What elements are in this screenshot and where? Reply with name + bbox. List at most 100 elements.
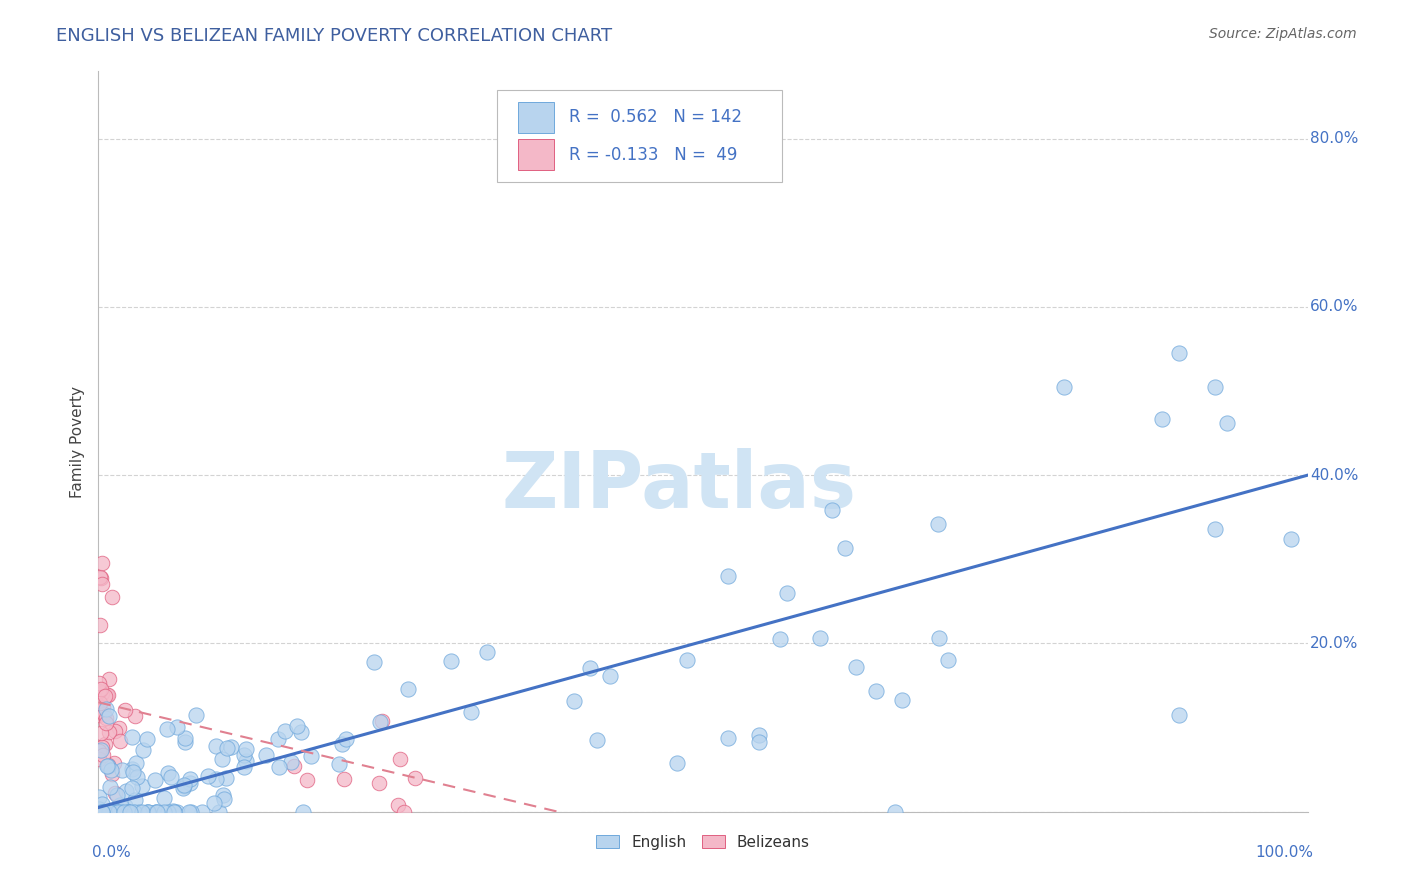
Point: [108, 797, 131, 812]
Point: [90, 805, 112, 819]
Point: [184, 708, 207, 723]
Point: [104, 724, 127, 739]
Point: [1204, 522, 1226, 536]
Point: [94, 711, 117, 725]
Point: [163, 805, 186, 819]
Point: [368, 715, 391, 730]
Point: [156, 723, 179, 737]
Point: [292, 805, 315, 819]
Point: [91, 577, 114, 591]
Point: [90, 706, 112, 721]
Point: [166, 805, 188, 819]
Point: [94, 702, 117, 716]
FancyBboxPatch shape: [517, 102, 554, 133]
Point: [97, 758, 120, 772]
Point: [299, 748, 322, 763]
Point: [177, 805, 200, 819]
Point: [769, 632, 792, 647]
Point: [890, 693, 912, 707]
Point: [388, 752, 411, 766]
Point: [90, 743, 112, 757]
Text: Source: ZipAtlas.com: Source: ZipAtlas.com: [1209, 27, 1357, 41]
Point: [396, 682, 419, 697]
Point: [1168, 346, 1191, 360]
Point: [173, 779, 195, 793]
Text: 100.0%: 100.0%: [1256, 845, 1313, 860]
Point: [208, 805, 231, 819]
Point: [1279, 532, 1302, 546]
Point: [90, 805, 112, 819]
Point: [90, 725, 112, 739]
Point: [748, 735, 770, 749]
Point: [666, 756, 689, 770]
Point: [136, 805, 159, 819]
Point: [108, 734, 131, 748]
Point: [87, 707, 110, 722]
FancyBboxPatch shape: [498, 90, 782, 183]
Point: [202, 797, 225, 811]
Point: [387, 797, 409, 812]
Point: [117, 805, 139, 819]
Point: [371, 714, 394, 729]
Point: [107, 805, 129, 819]
Point: [267, 731, 290, 746]
Point: [172, 781, 194, 796]
Point: [153, 791, 176, 805]
Point: [221, 739, 243, 754]
Point: [132, 743, 155, 757]
Point: [460, 706, 482, 720]
Point: [107, 803, 129, 817]
Point: [101, 590, 124, 604]
Point: [153, 805, 176, 819]
Point: [173, 779, 195, 793]
Point: [173, 731, 195, 745]
Point: [197, 769, 219, 783]
Point: [87, 752, 110, 766]
Point: [125, 770, 148, 784]
Point: [562, 694, 585, 708]
Point: [91, 805, 114, 819]
Point: [884, 805, 907, 819]
Point: [162, 804, 184, 818]
Point: [90, 681, 112, 696]
Point: [94, 805, 117, 819]
Point: [117, 805, 139, 819]
Point: [94, 738, 117, 752]
Point: [121, 765, 143, 780]
Point: [105, 805, 128, 819]
Point: [834, 541, 856, 555]
Point: [1053, 379, 1076, 393]
Point: [254, 748, 277, 763]
Point: [332, 737, 354, 751]
Point: [121, 762, 143, 776]
Point: [156, 765, 179, 780]
Text: 60.0%: 60.0%: [1310, 300, 1358, 314]
Point: [90, 805, 112, 819]
Point: [1216, 416, 1239, 430]
Point: [145, 805, 167, 819]
Text: R = -0.133   N =  49: R = -0.133 N = 49: [569, 146, 737, 164]
Point: [215, 740, 238, 755]
Point: [145, 805, 167, 819]
Point: [1204, 380, 1226, 394]
Point: [117, 805, 139, 819]
Point: [578, 661, 600, 675]
Point: [136, 805, 159, 819]
Point: [87, 684, 110, 698]
Point: [211, 752, 233, 766]
Point: [173, 734, 195, 748]
Point: [121, 780, 143, 795]
Text: ENGLISH VS BELIZEAN FAMILY POVERTY CORRELATION CHART: ENGLISH VS BELIZEAN FAMILY POVERTY CORRE…: [56, 27, 613, 45]
Point: [91, 739, 114, 754]
Point: [440, 654, 463, 668]
Point: [104, 786, 127, 800]
Text: ZIPatlas: ZIPatlas: [502, 448, 856, 524]
Point: [392, 805, 415, 819]
Point: [105, 805, 128, 819]
Point: [333, 772, 356, 786]
Point: [100, 767, 122, 781]
Point: [136, 805, 159, 819]
Point: [125, 756, 148, 770]
Point: [97, 672, 120, 686]
Point: [160, 770, 183, 784]
